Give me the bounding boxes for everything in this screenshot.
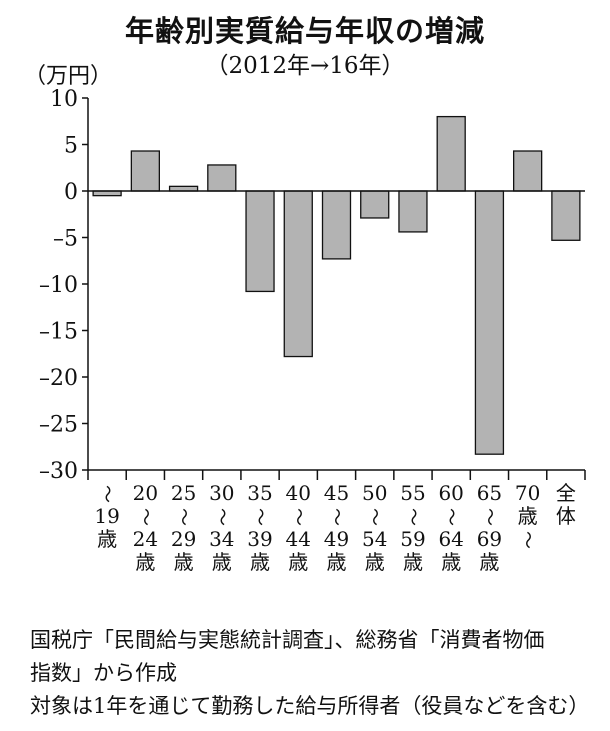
x-tick-label: 〜 xyxy=(517,531,538,549)
x-tick-label: 〜 xyxy=(287,508,308,526)
x-tick-label: 30 xyxy=(209,481,234,505)
x-tick-label: 60 xyxy=(438,481,463,505)
x-tick-label: 45 xyxy=(324,481,349,505)
x-tick-label: 〜 xyxy=(402,508,423,526)
y-tick-label: –20 xyxy=(39,366,78,391)
bar xyxy=(130,150,160,192)
x-tick-label: 39 xyxy=(247,527,272,551)
x-tick-label: 59 xyxy=(400,527,425,551)
x-tick-label: 歳 xyxy=(174,550,194,574)
bar xyxy=(398,190,428,233)
x-tick-label: 19 xyxy=(94,504,119,528)
x-tick-label: 25 xyxy=(171,481,196,505)
y-axis-unit-label: （万円） xyxy=(24,64,113,89)
y-tick-label: 0 xyxy=(64,180,78,205)
note-line: 指数」から作成 xyxy=(30,661,177,685)
chart-subtitle: （2012年→16年） xyxy=(205,53,405,79)
bar xyxy=(360,190,390,219)
chart-title: 年齢別実質給与年収の増減 xyxy=(124,14,485,48)
x-tick-label: 49 xyxy=(324,527,349,551)
x-tick-label: 20 xyxy=(133,481,158,505)
x-tick-label: 歳 xyxy=(135,550,155,574)
y-tick-label: 10 xyxy=(50,87,78,112)
x-tick-label: 歳 xyxy=(441,550,461,574)
x-tick-label: 65 xyxy=(477,481,502,505)
x-tick-label: 64 xyxy=(438,527,463,551)
x-tick-label: 〜 xyxy=(134,508,155,526)
bar xyxy=(283,190,313,358)
x-tick-label: 歳 xyxy=(327,550,347,574)
x-tick-label: 54 xyxy=(362,527,387,551)
x-tick-label: 体 xyxy=(556,504,576,528)
x-tick-label: 69 xyxy=(477,527,502,551)
x-tick-label: 〜 xyxy=(249,508,270,526)
note-line: 国税庁「民間給与実態統計調査」、総務省「消費者物価 xyxy=(30,628,545,652)
x-tick-label: 〜 xyxy=(326,508,347,526)
y-tick-label: –5 xyxy=(53,227,78,252)
x-tick-label: 歳 xyxy=(212,550,232,574)
y-tick-label: –25 xyxy=(39,413,78,438)
bar xyxy=(436,115,466,192)
x-tick-label: 〜 xyxy=(173,508,194,526)
x-tick-label: 〜 xyxy=(96,485,117,503)
x-tick-label: 〜 xyxy=(440,508,461,526)
source-notes: 国税庁「民間給与実態統計調査」、総務省「消費者物価 指数」から作成 対象は1年を… xyxy=(30,624,600,723)
x-tick-label: 全 xyxy=(556,481,576,505)
x-tick-label: 40 xyxy=(286,481,311,505)
x-tick-label: 歳 xyxy=(250,550,270,574)
y-tick-label: –15 xyxy=(39,320,78,345)
x-tick-label: 35 xyxy=(247,481,272,505)
y-tick-label: –10 xyxy=(39,273,78,298)
x-tick-label: 歳 xyxy=(288,550,308,574)
x-tick-label: 歳 xyxy=(479,550,499,574)
bar xyxy=(245,190,275,293)
y-tick-label: 5 xyxy=(64,134,78,159)
x-tick-label: 44 xyxy=(286,527,311,551)
x-tick-label: 50 xyxy=(362,481,387,505)
bar xyxy=(321,190,352,260)
x-tick-label: 24 xyxy=(133,527,158,551)
x-tick-label: 〜 xyxy=(364,508,385,526)
x-tick-label: 29 xyxy=(171,527,196,551)
x-tick-label: 歳 xyxy=(403,550,423,574)
y-tick-label: –30 xyxy=(39,459,78,484)
bar xyxy=(474,190,505,455)
bar xyxy=(207,164,237,192)
x-tick-label: 55 xyxy=(400,481,425,505)
x-tick-label: 〜 xyxy=(478,508,499,526)
x-tick-label: 70 xyxy=(515,481,540,505)
x-tick-label: 〜 xyxy=(211,508,232,526)
note-line: 対象は1年を通じて勤務した給与所得者（役員などを含む） xyxy=(30,694,590,718)
x-tick-label: 歳 xyxy=(365,550,385,574)
bar xyxy=(513,150,543,192)
bar xyxy=(551,190,581,241)
x-tick-label: 34 xyxy=(209,527,234,551)
x-tick-label: 歳 xyxy=(518,504,538,528)
x-tick-label: 歳 xyxy=(97,527,117,551)
